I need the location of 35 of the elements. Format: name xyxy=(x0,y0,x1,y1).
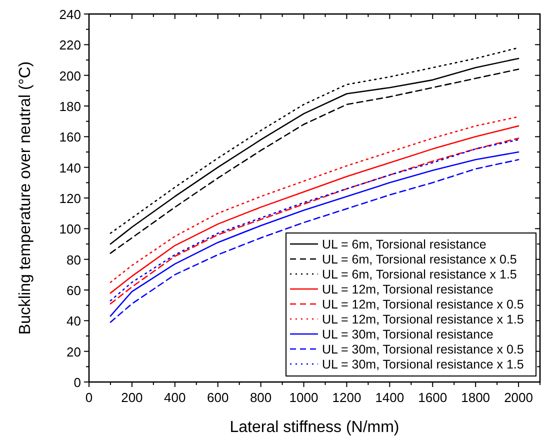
y-tick-label: 60 xyxy=(66,283,81,298)
legend-label: UL = 30m, Torsional resistance xyxy=(322,328,494,342)
y-tick-label: 120 xyxy=(59,191,81,206)
y-tick-label: 180 xyxy=(59,99,81,114)
legend-label: UL = 6m, Torsional resistance xyxy=(322,238,486,252)
y-axis-title: Buckling temperature over neutral (°C) xyxy=(17,61,34,335)
legend-label: UL = 30m, Torsional resistance x 1.5 xyxy=(322,358,524,372)
x-tick-label: 1800 xyxy=(461,390,490,405)
y-tick-label: 40 xyxy=(66,314,81,329)
x-tick-label: 0 xyxy=(85,390,93,405)
x-axis-title: Lateral stiffness (N/mm) xyxy=(230,419,400,436)
legend-label: UL = 30m, Torsional resistance x 0.5 xyxy=(322,342,524,356)
x-tick-label: 400 xyxy=(164,390,186,405)
y-tick-label: 80 xyxy=(66,252,81,268)
y-tick-label: 0 xyxy=(74,375,81,390)
legend-label: UL = 6m, Torsional resistance x 1.5 xyxy=(322,268,517,282)
x-tick-label: 2000 xyxy=(504,390,533,405)
y-tick-label: 20 xyxy=(66,344,81,360)
x-tick-label: 200 xyxy=(121,390,143,405)
x-tick-label: 1200 xyxy=(332,390,362,405)
legend-label: UL = 12m, Torsional resistance x 1.5 xyxy=(322,312,524,326)
y-tick-label: 140 xyxy=(59,160,81,176)
y-tick-label: 160 xyxy=(59,130,81,145)
legend-label: UL = 6m, Torsional resistance x 0.5 xyxy=(322,252,517,266)
y-tick-label: 100 xyxy=(59,222,81,237)
x-tick-label: 1000 xyxy=(289,390,318,405)
x-tick-label: 600 xyxy=(207,390,229,405)
y-tick-label: 200 xyxy=(59,68,81,84)
x-tick-label: 1400 xyxy=(375,390,404,405)
legend-label: UL = 12m, Torsional resistance xyxy=(322,282,494,296)
y-tick-label: 220 xyxy=(59,38,81,53)
x-tick-label: 800 xyxy=(250,390,272,405)
x-tick-label: 1600 xyxy=(418,390,448,405)
y-tick-label: 240 xyxy=(59,7,81,22)
legend-label: UL = 12m, Torsional resistance x 0.5 xyxy=(322,298,524,312)
